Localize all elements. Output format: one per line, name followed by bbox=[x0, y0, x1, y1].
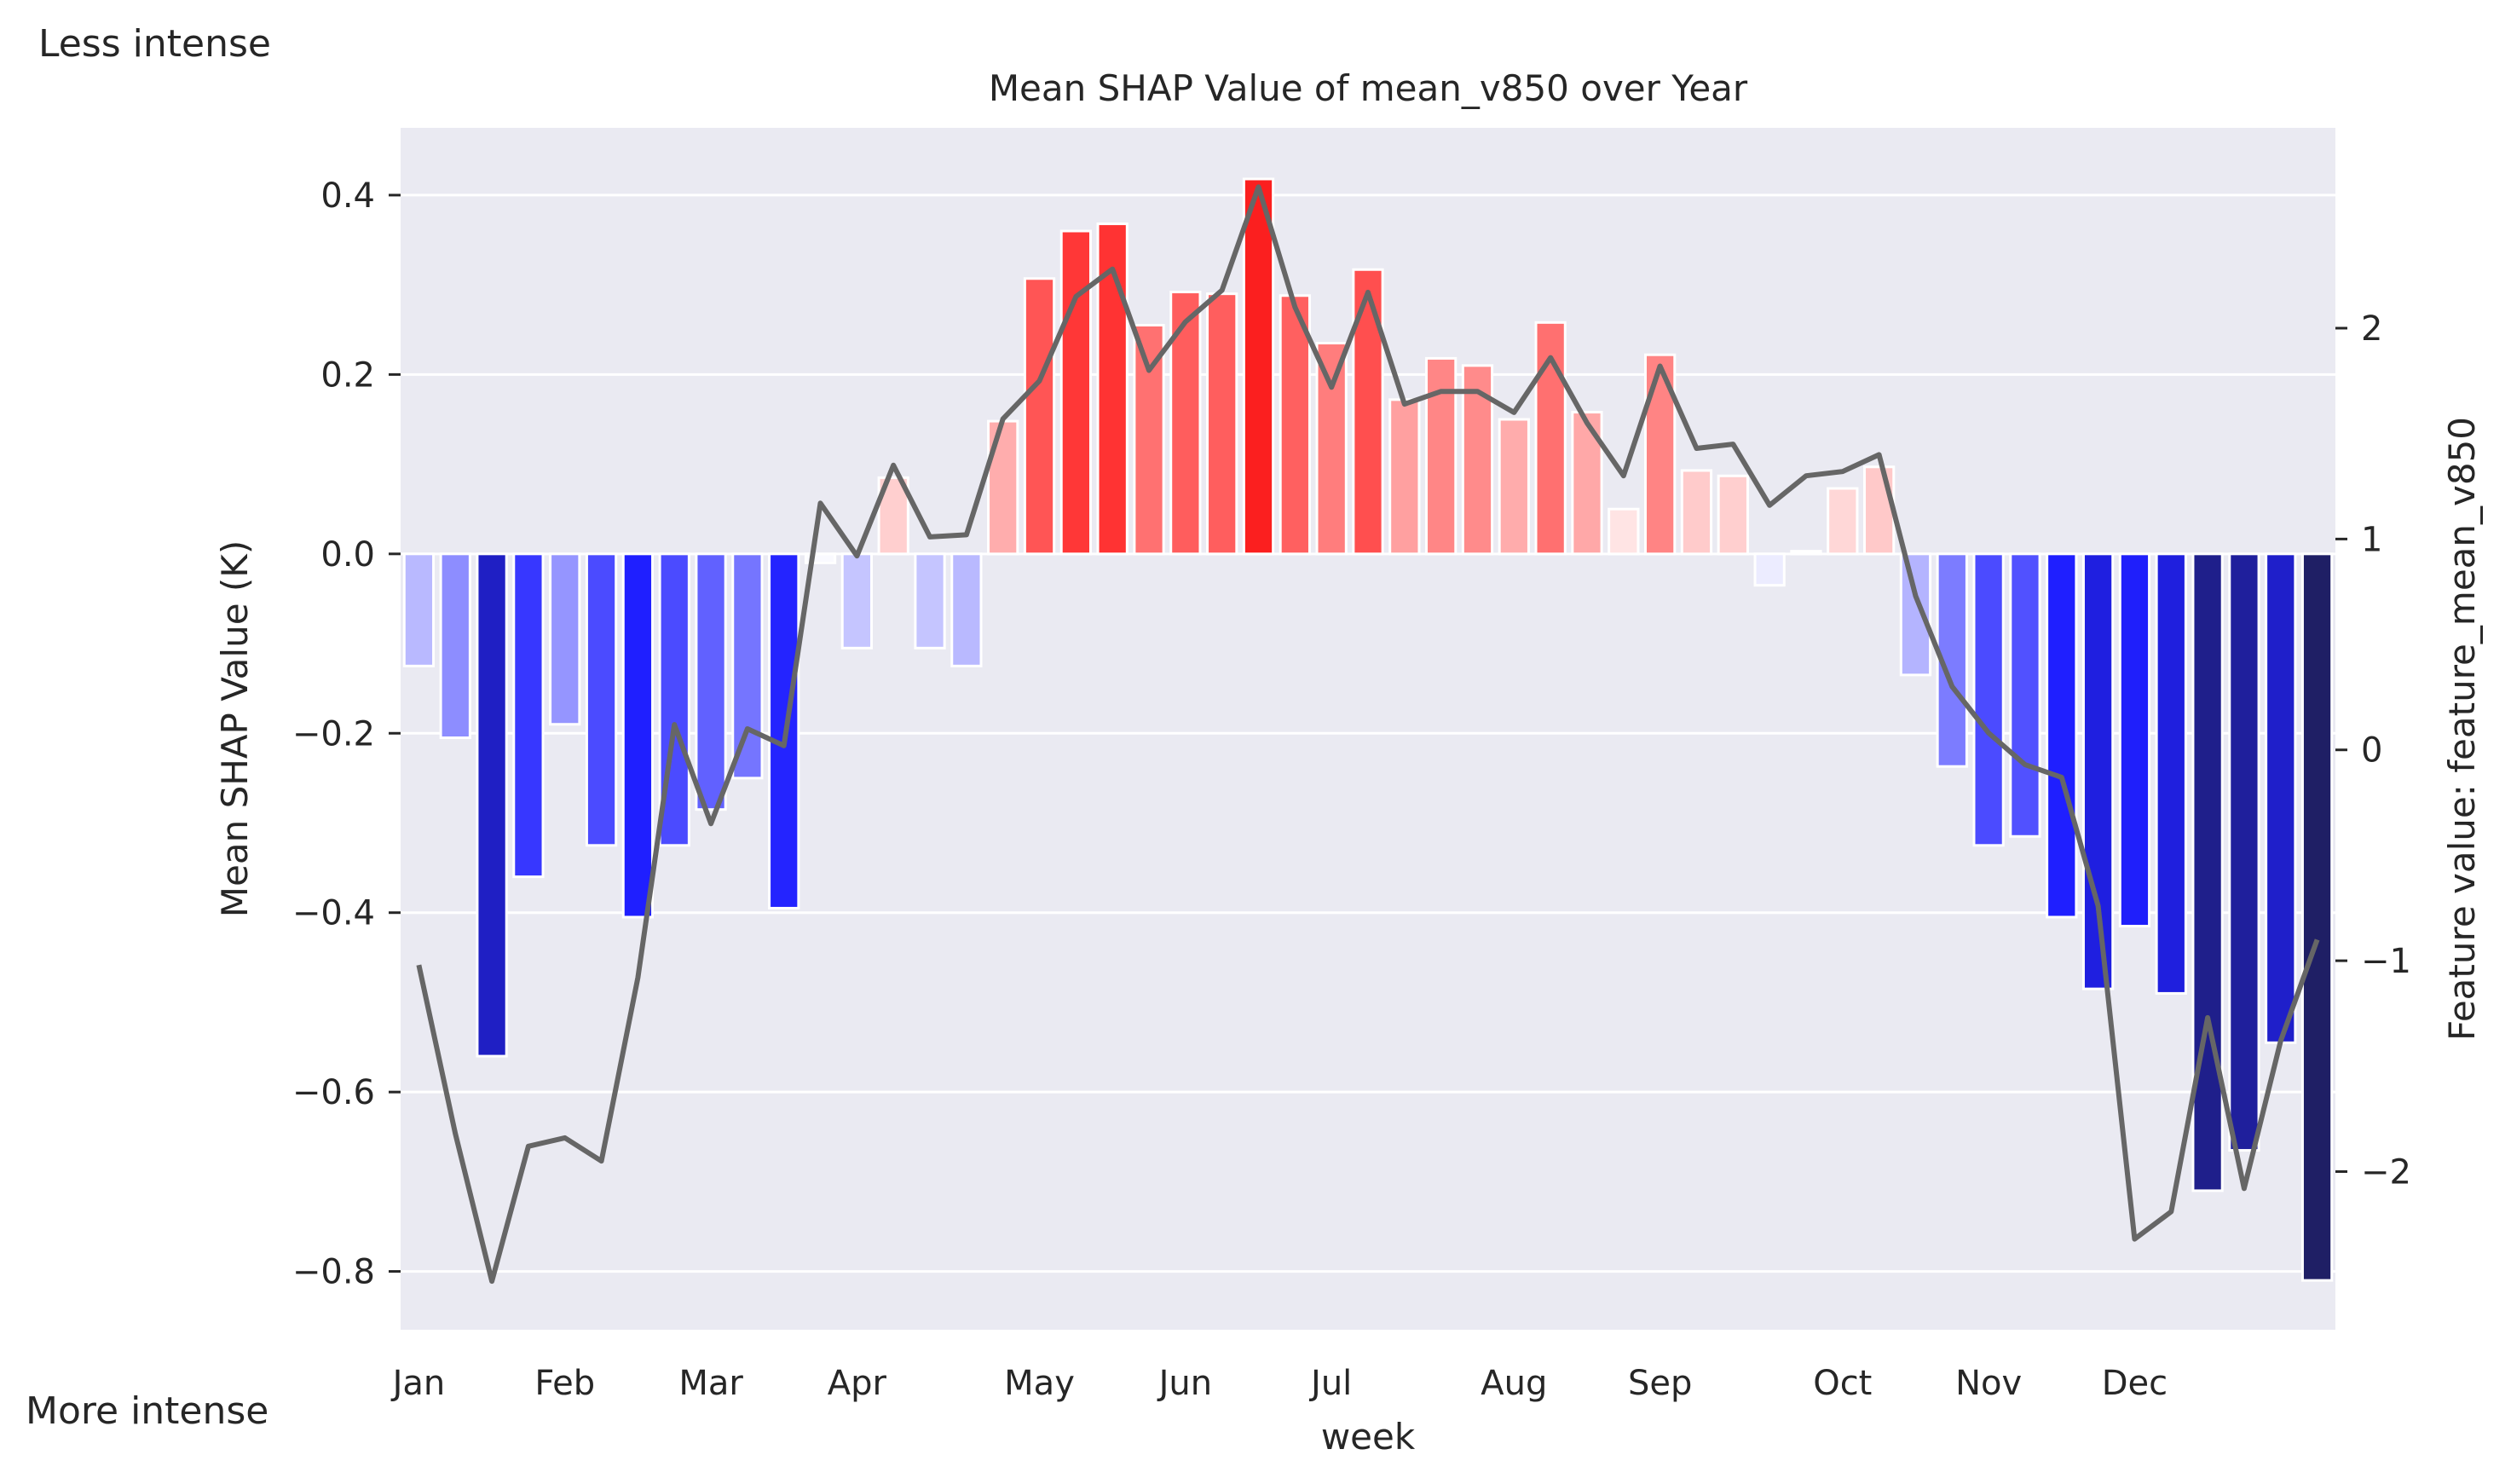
bar-week-4 bbox=[512, 552, 545, 879]
bar-week-49 bbox=[2155, 552, 2187, 995]
feature-line-series bbox=[416, 184, 2320, 1285]
month-label: Mar bbox=[678, 1364, 743, 1403]
bar-week-31 bbox=[1498, 418, 1530, 556]
bar-week-12 bbox=[804, 552, 837, 564]
y-tick-label: 0.0 bbox=[320, 535, 375, 575]
month-label: Apr bbox=[828, 1364, 887, 1403]
bar-week-34 bbox=[1608, 507, 1640, 556]
month-label: Oct bbox=[1813, 1364, 1872, 1403]
bar-week-42 bbox=[1899, 552, 1932, 677]
bar-week-23 bbox=[1206, 292, 1238, 556]
bar-week-39 bbox=[1790, 550, 1822, 556]
month-label: Aug bbox=[1481, 1364, 1547, 1403]
bar-week-44 bbox=[1972, 552, 2005, 847]
bar-week-36 bbox=[1680, 469, 1713, 556]
x-axis-label: week bbox=[1321, 1416, 1416, 1458]
bar-week-19 bbox=[1059, 229, 1092, 556]
bar-week-37 bbox=[1717, 474, 1749, 556]
bar-week-30 bbox=[1461, 364, 1494, 556]
month-label: Jul bbox=[1308, 1364, 1352, 1403]
y2-tick-label: 0 bbox=[2361, 731, 2382, 771]
bar-week-43 bbox=[1936, 552, 1968, 768]
bar-week-17 bbox=[987, 419, 1019, 556]
bar-week-5 bbox=[549, 552, 581, 726]
y2-tick-label: 1 bbox=[2361, 520, 2382, 559]
bar-week-2 bbox=[439, 552, 471, 740]
month-label: Sep bbox=[1628, 1364, 1692, 1403]
bar-week-1 bbox=[402, 552, 436, 667]
month-label: Jun bbox=[1157, 1364, 1213, 1403]
y-tick-label: 0.4 bbox=[320, 176, 375, 216]
bar-week-32 bbox=[1534, 320, 1567, 556]
bar-week-24 bbox=[1242, 177, 1275, 556]
bar-week-10 bbox=[731, 552, 764, 780]
month-label: Jan bbox=[390, 1364, 446, 1403]
bar-week-38 bbox=[1753, 552, 1786, 587]
bar-week-45 bbox=[2009, 552, 2041, 838]
bar-week-6 bbox=[585, 552, 618, 847]
left-axis-ticks: 0.4 0.2 0.0 −0.2 −0.4 −0.6 −0.8 bbox=[292, 176, 401, 1292]
month-ticks: Jan Feb Mar Apr May Jun Jul Aug Sep Oct Nov Dec bbox=[390, 1364, 2168, 1403]
bar-week-41 bbox=[1862, 465, 1896, 556]
bar-week-15 bbox=[914, 552, 946, 650]
bar-week-9 bbox=[695, 552, 727, 811]
y-tick-label: −0.2 bbox=[292, 714, 375, 754]
y-tick-label: −0.8 bbox=[292, 1253, 375, 1292]
bar-week-46 bbox=[2046, 552, 2078, 919]
bar-week-29 bbox=[1425, 356, 1458, 556]
bar-week-25 bbox=[1279, 294, 1311, 556]
bar-week-40 bbox=[1827, 487, 1859, 556]
right-axis-ticks: 2 1 0 −1 −2 bbox=[2335, 309, 2411, 1192]
y-tick-label: −0.4 bbox=[292, 894, 375, 933]
more-intense-note: More intense bbox=[26, 1389, 268, 1433]
y2-axis-label: Feature value: feature_mean_v850 bbox=[2441, 417, 2483, 1041]
y2-tick-label: −2 bbox=[2361, 1152, 2411, 1192]
bar-week-52 bbox=[2265, 552, 2297, 1044]
month-label: Dec bbox=[2102, 1364, 2168, 1403]
bar-week-18 bbox=[1023, 277, 1056, 556]
y-axis-label: Mean SHAP Value (K) bbox=[214, 540, 256, 917]
bar-week-26 bbox=[1315, 342, 1348, 556]
bar-week-53 bbox=[2300, 552, 2334, 1282]
bar-series bbox=[402, 177, 2334, 1282]
y2-tick-label: −1 bbox=[2361, 942, 2411, 981]
bar-week-48 bbox=[2118, 552, 2151, 927]
less-intense-note: Less intense bbox=[38, 22, 271, 66]
bar-week-16 bbox=[950, 552, 983, 667]
month-label: May bbox=[1004, 1364, 1075, 1403]
bar-week-13 bbox=[840, 552, 874, 650]
bar-week-3 bbox=[476, 552, 508, 1058]
y-tick-label: 0.2 bbox=[320, 355, 375, 395]
month-label: Nov bbox=[1955, 1364, 2022, 1403]
chart-title: Mean SHAP Value of mean_v850 over Year bbox=[989, 67, 1748, 109]
bar-week-51 bbox=[2228, 552, 2260, 1152]
bar-week-50 bbox=[2191, 552, 2224, 1192]
y2-tick-label: 2 bbox=[2361, 309, 2382, 349]
y-tick-label: −0.6 bbox=[292, 1073, 375, 1112]
bar-week-7 bbox=[621, 552, 655, 919]
feature-line bbox=[416, 184, 2320, 1285]
month-label: Feb bbox=[534, 1364, 595, 1403]
bar-week-28 bbox=[1388, 398, 1421, 556]
